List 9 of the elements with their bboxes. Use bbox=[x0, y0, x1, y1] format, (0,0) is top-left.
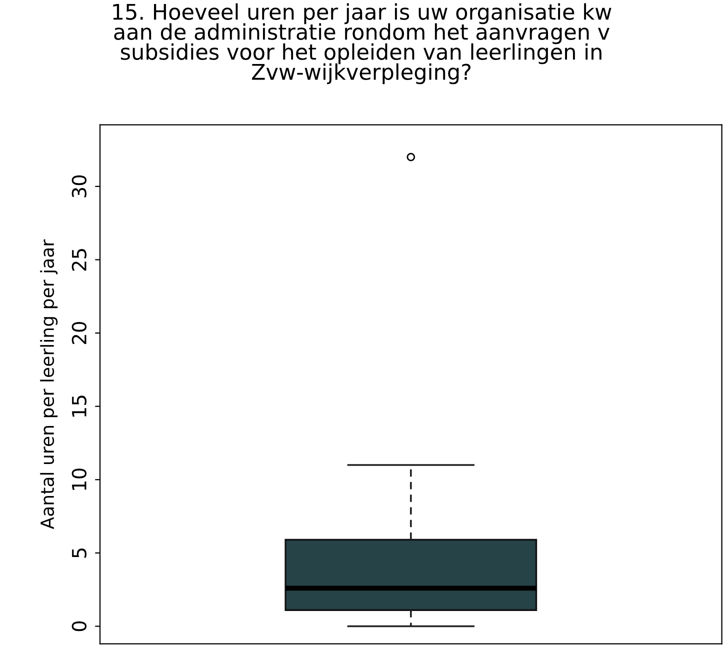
y-tick-label: 15 bbox=[72, 396, 87, 417]
y-tick-label: 10 bbox=[72, 468, 87, 490]
y-tick-label: 5 bbox=[72, 548, 87, 558]
y-tick-label: 20 bbox=[72, 322, 87, 344]
y-axis-title: Aantal uren per leerling per jaar bbox=[40, 239, 58, 530]
y-tick-label: 25 bbox=[72, 249, 87, 271]
y-tick-label: 0 bbox=[72, 621, 87, 632]
y-tick-label: 30 bbox=[72, 175, 87, 198]
chart-title: 15. Hoeveel uren per jaar is uw organisatie kw aan de administratie rondom het aanvragen v subsidies voor het opleiden van leerlingen in Zvw-wijkverpleging? bbox=[113, 3, 612, 84]
